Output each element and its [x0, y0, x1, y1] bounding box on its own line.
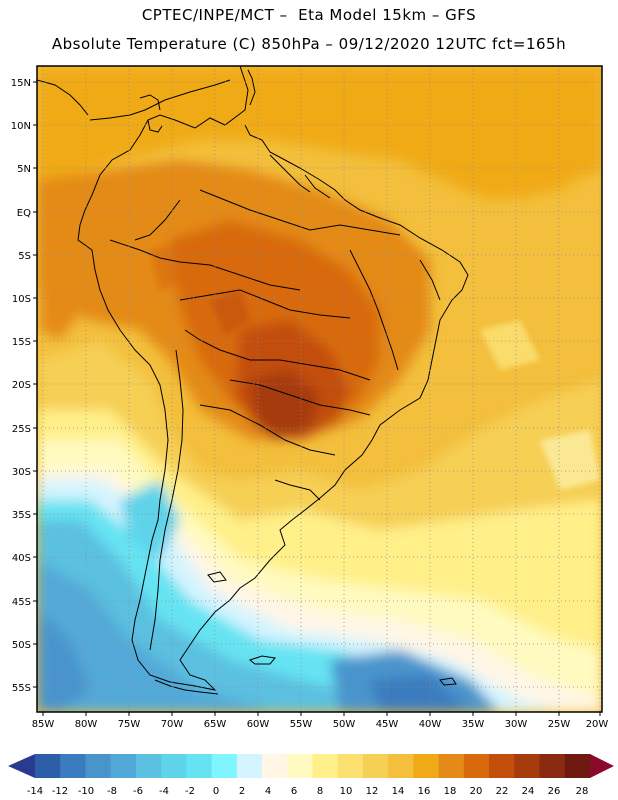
- colorbar-label: 6: [291, 786, 297, 797]
- colorbar-swatch: [135, 754, 162, 778]
- colorbar-label: 26: [548, 786, 561, 797]
- lat-label: 10S: [12, 294, 31, 305]
- colorbar-swatch: [287, 754, 313, 778]
- colorbar-label: 4: [265, 786, 271, 797]
- lat-label: 25S: [12, 424, 31, 435]
- colorbar-swatch: [211, 754, 238, 778]
- colorbar-swatch: [35, 754, 61, 778]
- colorbar-swatch: [463, 754, 490, 778]
- colorbar: -14 -12 -10 -8 -6 -4 -2 0 2 4 6 8 10 12 …: [8, 754, 614, 797]
- colorbar-label: 10: [340, 786, 353, 797]
- temperature-field: [37, 66, 602, 712]
- lon-label: 60W: [247, 719, 270, 730]
- colorbar-swatch: [60, 754, 86, 778]
- colorbar-arrow-left: [8, 754, 35, 778]
- colorbar-swatch: [85, 754, 112, 778]
- colorbar-swatch: [564, 754, 591, 778]
- colorbar-label: -14: [27, 786, 43, 797]
- colorbar-swatch: [337, 754, 364, 778]
- colorbar-label: 22: [496, 786, 509, 797]
- lat-label: 35S: [12, 510, 31, 521]
- lat-label: 5N: [17, 164, 31, 175]
- map-frame: [36, 65, 603, 713]
- colorbar-swatch: [110, 754, 137, 778]
- colorbar-label: 8: [317, 786, 323, 797]
- colorbar-swatch: [413, 754, 440, 778]
- colorbar-swatch: [539, 754, 566, 778]
- lon-label: 80W: [75, 719, 98, 730]
- lat-label: 20S: [12, 380, 31, 391]
- colorbar-boxes: [8, 754, 614, 778]
- colorbar-label: 16: [418, 786, 431, 797]
- colorbar-arrow-right: [590, 754, 614, 778]
- map-title-line-1: CPTEC/INPE/MCT – Eta Model 15km – GFS: [141, 6, 477, 24]
- lat-label: 50S: [12, 640, 31, 651]
- coastline-outline: [37, 66, 469, 695]
- lon-label: 45W: [376, 719, 399, 730]
- colorbar-label: 28: [576, 786, 589, 797]
- lat-label: 15N: [11, 78, 31, 89]
- lon-label: 70W: [161, 719, 184, 730]
- lat-label: 5S: [18, 251, 31, 262]
- colorbar-swatch: [262, 754, 288, 778]
- colorbar-label: 20: [470, 786, 483, 797]
- lat-label: 45S: [12, 597, 31, 608]
- lon-label: 30W: [505, 719, 528, 730]
- colorbar-label: -2: [185, 786, 195, 797]
- map-title-line-2: Absolute Temperature (C) 850hPa – 09/12/…: [51, 35, 567, 53]
- lon-label: 55W: [290, 719, 313, 730]
- colorbar-label: 24: [522, 786, 535, 797]
- colorbar-swatch: [438, 754, 465, 778]
- lon-label: 85W: [32, 719, 55, 730]
- colorbar-swatch: [161, 754, 187, 778]
- colorbar-label: 14: [392, 786, 405, 797]
- latitude-axis: [33, 81, 37, 688]
- lon-label: 75W: [118, 719, 141, 730]
- colorbar-swatch: [514, 754, 541, 778]
- lat-label: EQ: [17, 208, 31, 219]
- colorbar-label: -10: [78, 786, 94, 797]
- lon-label: 40W: [419, 719, 442, 730]
- colorbar-swatch: [362, 754, 389, 778]
- colorbar-swatch: [186, 754, 213, 778]
- colorbar-swatch: [312, 754, 339, 778]
- colorbar-label: -6: [133, 786, 143, 797]
- colorbar-swatch: [236, 754, 263, 778]
- colorbar-label: -12: [52, 786, 68, 797]
- colorbar-label: -4: [159, 786, 169, 797]
- lat-label: 30S: [12, 467, 31, 478]
- lat-label: 10N: [11, 121, 31, 132]
- lon-label: 50W: [333, 719, 356, 730]
- colorbar-label: 0: [213, 786, 219, 797]
- colorbar-label: -8: [107, 786, 117, 797]
- colorbar-swatch: [388, 754, 414, 778]
- colorbar-label: 18: [444, 786, 457, 797]
- colorbar-label: 12: [366, 786, 379, 797]
- longitude-axis: [42, 712, 601, 716]
- lat-label: 40S: [12, 553, 31, 564]
- lon-label: 20W: [586, 719, 609, 730]
- lat-label: 15S: [12, 337, 31, 348]
- lon-label: 35W: [462, 719, 485, 730]
- colorbar-swatch: [489, 754, 515, 778]
- lon-label: 65W: [204, 719, 227, 730]
- colorbar-label: 2: [239, 786, 245, 797]
- lat-label: 55S: [12, 683, 31, 694]
- lon-label: 25W: [548, 719, 571, 730]
